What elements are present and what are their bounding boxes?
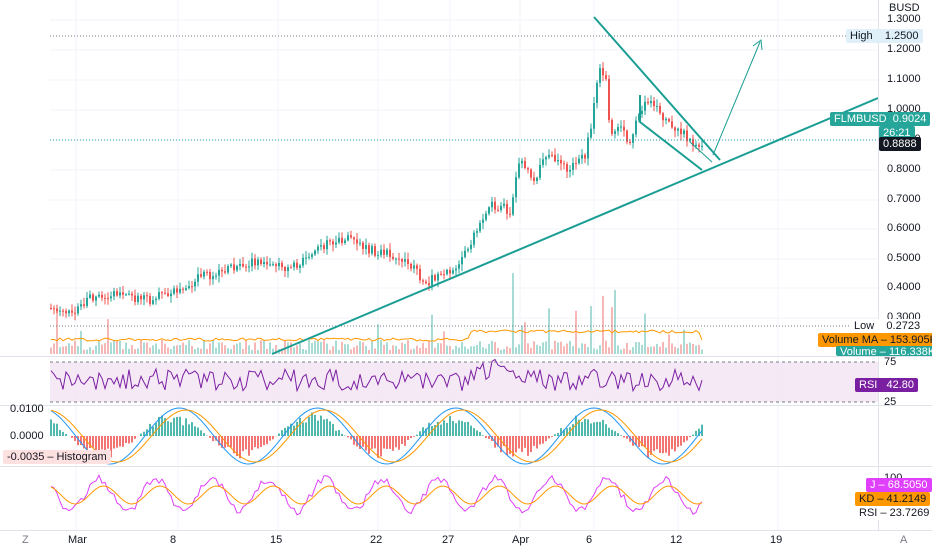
time-axis-label: Apr	[512, 534, 529, 546]
rsi-tag: RSI 42.80	[855, 378, 918, 392]
time-axis-label: 27	[442, 534, 454, 546]
drop-arrow	[690, 142, 712, 162]
volume-ma-line	[51, 330, 702, 341]
price-axis-label: 0.4000	[887, 281, 921, 293]
kd-tag: KD – 41.2149	[855, 492, 930, 506]
timezone-button[interactable]: Z	[22, 534, 29, 546]
time-axis[interactable]: Z Mar 8 15 22 27 Apr 6 12 19 A	[0, 530, 932, 551]
symbol-tag: FLMBUSD 0.9024	[830, 112, 930, 126]
macd-axis-zero: 0.0000	[10, 430, 44, 442]
time-axis-label: 19	[770, 534, 782, 546]
price-axis[interactable]: BUSD 1.30001.20001.10001.00000.90000.800…	[878, 0, 932, 530]
wedge-upper-line	[594, 17, 720, 160]
volume-tag: Volume – 116.338K	[836, 346, 932, 356]
macd-line	[51, 408, 702, 464]
j-tag: J – 68.5050	[866, 478, 932, 492]
time-axis-label: 6	[586, 534, 592, 546]
breakout-arrow	[713, 42, 760, 155]
volume-bars	[50, 273, 703, 354]
macd-axis-top: 0.0100	[10, 403, 44, 415]
crosshair-price-tag: 0.8888	[879, 137, 921, 151]
time-axis-label: Mar	[68, 534, 87, 546]
price-chart[interactable]	[0, 0, 878, 530]
volume-ma-tag: Volume MA – 153.905K	[818, 333, 932, 347]
rsi2-tag: RSI – 23.7269	[855, 506, 932, 520]
rsi-axis-25: 25	[884, 396, 896, 408]
time-axis-label: 8	[170, 534, 176, 546]
price-axis-label: 1.1000	[887, 73, 921, 85]
time-axis-label: 12	[670, 534, 682, 546]
rsi-axis-75: 75	[884, 356, 896, 368]
price-axis-label: 1.2000	[887, 43, 921, 55]
low-tag: Low 0.2723	[850, 319, 924, 333]
macd-signal-line	[51, 410, 702, 462]
kdj-kd-line	[51, 486, 702, 504]
price-axis-label: 0.7000	[887, 193, 921, 205]
candlesticks	[50, 62, 703, 320]
time-axis-label: 22	[370, 534, 382, 546]
auto-scale-button[interactable]: A	[900, 534, 907, 546]
histogram-tag: -0.0035 – Histogram	[3, 450, 111, 464]
price-axis-label: 0.8000	[887, 163, 921, 175]
high-tag: High 1.2500	[846, 29, 923, 43]
price-axis-label: 0.6000	[887, 222, 921, 234]
price-axis-label: 1.3000	[887, 13, 921, 25]
time-axis-label: 15	[270, 534, 282, 546]
kdj-j-line	[51, 475, 702, 515]
price-axis-label: 0.5000	[887, 252, 921, 264]
macd-histogram	[50, 413, 703, 459]
